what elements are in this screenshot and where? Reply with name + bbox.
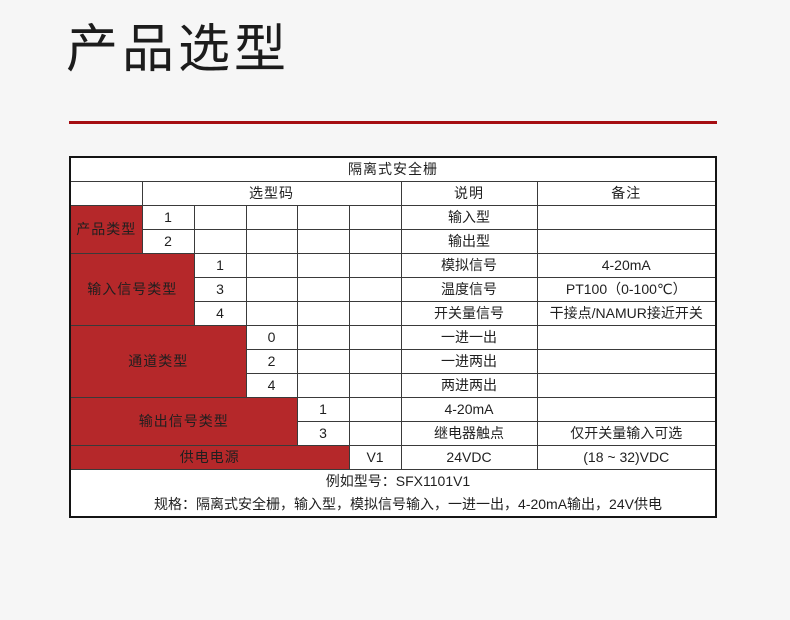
desc-cell: 温度信号	[400, 277, 538, 302]
note-cell: 4-20mA	[536, 253, 717, 278]
table-row: 通道类型 0 一进一出	[69, 325, 717, 398]
code-cell: 1	[193, 253, 247, 278]
category-input-signal-type: 输入信号类型	[69, 253, 195, 326]
desc-cell: 一进一出	[400, 325, 538, 350]
note-cell: PT100（0-100℃）	[536, 277, 717, 302]
note-cell	[536, 205, 717, 230]
table-row: 输出信号类型 1 4-20mA	[69, 397, 717, 446]
note-cell	[536, 349, 717, 374]
note-cell: 仅开关量输入可选	[536, 421, 717, 446]
code-cell: V1	[348, 445, 402, 470]
example-model-value: SFX1101V1	[395, 473, 471, 489]
empty-code-cell	[245, 277, 298, 302]
example-spec-value: 隔离式安全栅，输入型，模拟信号输入，一进一出，4-20mA输出，24V供电	[196, 496, 662, 512]
note-cell	[536, 229, 717, 254]
empty-code-cell	[296, 373, 350, 398]
desc-cell: 开关量信号	[400, 301, 538, 326]
example-cell: 例如型号：SFX1101V1 规格：隔离式安全栅，输入型，模拟信号输入，一进一出…	[69, 469, 717, 518]
desc-cell: 模拟信号	[400, 253, 538, 278]
empty-code-cell	[296, 229, 350, 254]
desc-cell: 输入型	[400, 205, 538, 230]
title-rule-divider	[69, 121, 717, 124]
table-row: 输入信号类型 1 模拟信号 4-20mA	[69, 253, 717, 326]
table-header-row: 选型码 说明 备注	[69, 181, 717, 206]
code-cell: 2	[245, 349, 298, 374]
table-row: 4 开关量信号 干接点/NAMUR接近开关	[70, 301, 717, 326]
empty-code-cell	[348, 349, 402, 374]
code-cell: 3	[193, 277, 247, 302]
empty-code-cell	[348, 373, 402, 398]
empty-code-cell	[245, 301, 298, 326]
empty-code-cell	[245, 229, 298, 254]
page-title: 产品选型	[66, 21, 291, 79]
empty-code-cell	[296, 277, 350, 302]
example-model-line: 例如型号：SFX1101V1	[71, 470, 715, 493]
example-spec-line: 规格：隔离式安全栅，输入型，模拟信号输入，一进一出，4-20mA输出，24V供电	[71, 493, 715, 516]
desc-cell: 输出型	[400, 229, 538, 254]
empty-code-cell	[296, 253, 350, 278]
empty-code-cell	[348, 397, 402, 422]
empty-code-cell	[296, 301, 350, 326]
empty-code-cell	[296, 349, 350, 374]
table-row: 供电电源 V1 24VDC (18 ~ 32)VDC	[69, 445, 717, 470]
code-cell: 1	[141, 205, 195, 230]
desc-cell: 24VDC	[400, 445, 538, 470]
desc-cell: 两进两出	[400, 373, 538, 398]
table-title-row: 隔离式安全栅	[69, 156, 717, 182]
code-cell: 4	[245, 373, 298, 398]
note-cell: (18 ~ 32)VDC	[536, 445, 717, 470]
empty-code-cell	[193, 205, 247, 230]
desc-cell: 一进两出	[400, 349, 538, 374]
example-spec-label: 规格：	[154, 496, 197, 512]
note-cell: 干接点/NAMUR接近开关	[536, 301, 717, 326]
empty-code-cell	[296, 325, 350, 350]
category-power-supply: 供电电源	[69, 445, 350, 470]
header-remark: 备注	[536, 181, 717, 206]
table-title: 隔离式安全栅	[69, 156, 717, 182]
category-output-signal-type: 输出信号类型	[69, 397, 298, 446]
code-cell: 2	[141, 229, 195, 254]
table-row: 产品类型 1 输入型	[69, 205, 717, 254]
desc-cell: 继电器触点	[400, 421, 538, 446]
code-cell: 3	[296, 421, 350, 446]
note-cell	[536, 373, 717, 398]
header-selection-code: 选型码	[141, 181, 402, 206]
empty-code-cell	[348, 301, 402, 326]
empty-code-cell	[348, 421, 402, 446]
empty-code-cell	[348, 205, 402, 230]
category-product-type: 产品类型	[69, 205, 143, 254]
empty-code-cell	[348, 253, 402, 278]
table-row: 2 输出型	[70, 229, 717, 254]
selection-table-container: 隔离式安全栅 选型码 说明 备注 产品类型 1 输入型 2 输出型	[69, 156, 717, 518]
example-model-label: 例如型号：	[325, 473, 396, 489]
empty-code-cell	[193, 229, 247, 254]
code-cell: 1	[296, 397, 350, 422]
category-channel-type: 通道类型	[69, 325, 247, 398]
code-cell: 0	[245, 325, 298, 350]
note-cell	[536, 397, 717, 422]
header-spacer-cell	[69, 181, 143, 206]
header-description: 说明	[400, 181, 538, 206]
example-row: 例如型号：SFX1101V1 规格：隔离式安全栅，输入型，模拟信号输入，一进一出…	[69, 469, 717, 518]
code-cell: 4	[193, 301, 247, 326]
empty-code-cell	[296, 205, 350, 230]
model-selection-table: 隔离式安全栅 选型码 说明 备注 产品类型 1 输入型 2 输出型	[69, 156, 717, 518]
note-cell	[536, 325, 717, 350]
empty-code-cell	[348, 325, 402, 350]
empty-code-cell	[245, 205, 298, 230]
empty-code-cell	[348, 277, 402, 302]
desc-cell: 4-20mA	[400, 397, 538, 422]
empty-code-cell	[245, 253, 298, 278]
empty-code-cell	[348, 229, 402, 254]
